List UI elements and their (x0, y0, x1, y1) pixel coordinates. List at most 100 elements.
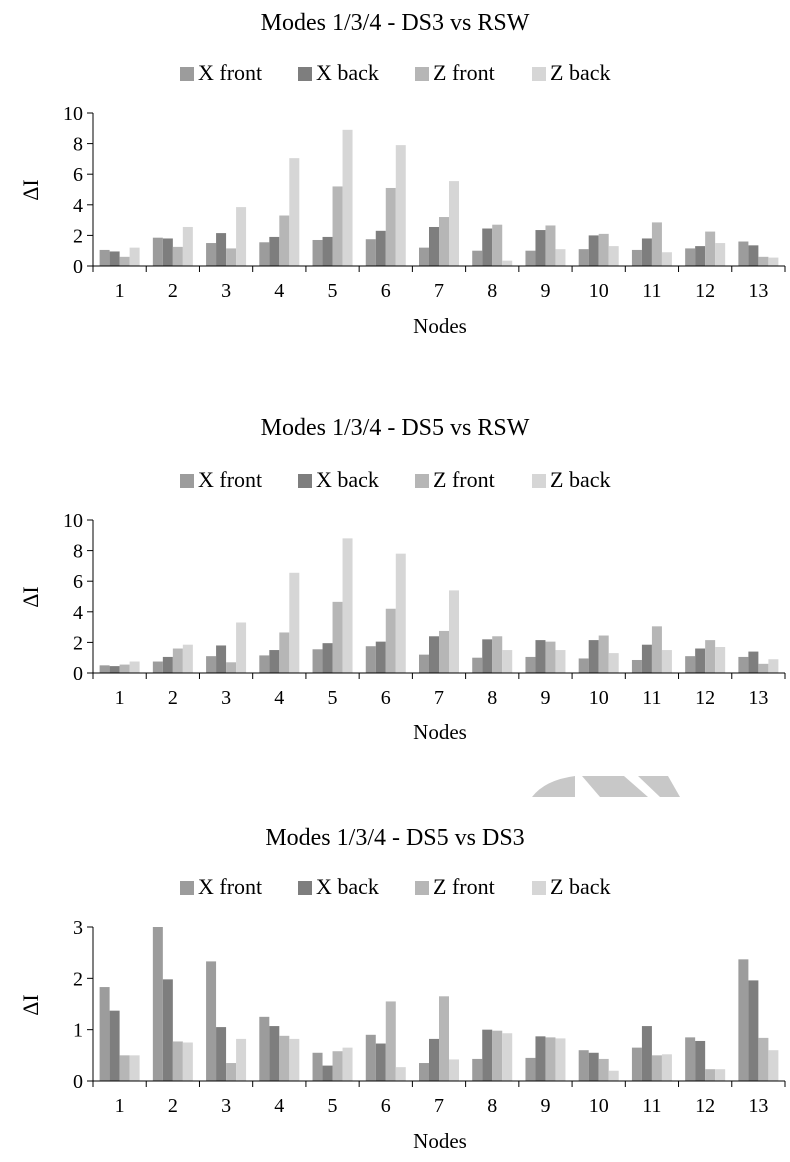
legend-swatch-3 (415, 881, 429, 895)
bar-x-back-node-8 (482, 228, 493, 266)
bar-x-back-node-3 (216, 233, 227, 266)
x-tick-label: 3 (221, 1095, 231, 1117)
bar-x-front-node-8 (472, 1058, 483, 1081)
x-tick-label: 6 (381, 687, 391, 709)
x-tick-label: 11 (642, 280, 661, 302)
bar-z-front-node-10 (598, 233, 609, 266)
legend-swatch-4 (532, 881, 546, 895)
bar-z-back-node-7 (449, 590, 459, 673)
bar-x-back-node-12 (695, 246, 706, 266)
bar-z-back-node-11 (661, 252, 672, 266)
bar-x-front-node-8 (472, 657, 483, 673)
x-tick-label: 3 (221, 280, 231, 302)
bar-x-back-node-11 (641, 644, 652, 673)
bar-x-front-node-4 (259, 655, 270, 673)
legend-label-4: Z back (550, 60, 610, 85)
bar-x-front-node-3 (206, 243, 217, 266)
bar-z-front-node-8 (492, 224, 503, 266)
bar-x-front-node-13 (738, 959, 749, 1081)
bar-x-front-node-10 (578, 249, 589, 266)
bar-x-back-node-3 (216, 645, 227, 673)
bar-z-back-node-9 (555, 650, 566, 673)
bar-z-front-node-6 (385, 187, 396, 266)
legend-label-3: Z front (433, 467, 495, 492)
bar-x-front-node-4 (259, 242, 270, 266)
bar-x-front-node-7 (419, 654, 429, 673)
bar-x-front-node-11 (631, 249, 642, 266)
chart-2: Modes 1/3/4 - DS5 vs RSW X front X back Z f… (18, 415, 786, 744)
bar-z-back-node-4 (289, 572, 300, 673)
bar-z-front-node-13 (758, 1037, 769, 1081)
bar-x-front-node-1 (99, 665, 110, 673)
bar-x-back-node-3 (216, 1027, 227, 1081)
bar-z-back-node-3 (236, 622, 247, 673)
bar-z-front-node-5 (332, 601, 343, 673)
bar-z-front-node-11 (651, 222, 662, 266)
x-tick-label: 10 (589, 687, 609, 709)
y-tick-label: 2 (73, 968, 83, 990)
bar-z-back-node-11 (661, 1054, 672, 1081)
x-tick-label: 10 (589, 1095, 609, 1117)
bar-z-back-node-12 (715, 646, 726, 673)
y-tick-label: 0 (73, 663, 83, 685)
bar-x-front-node-8 (472, 250, 483, 266)
bar-z-back-node-7 (449, 181, 459, 266)
bar-x-front-node-6 (365, 1034, 376, 1081)
x-tick-label: 12 (695, 687, 715, 709)
bar-x-back-node-12 (695, 648, 706, 673)
bar-x-back-node-7 (429, 1038, 439, 1081)
legend-label-2: X back (316, 874, 379, 899)
bar-x-front-node-10 (578, 658, 589, 673)
bar-z-back-node-5 (342, 129, 353, 266)
bar-z-back-node-10 (608, 1070, 619, 1081)
bar-z-front-node-4 (279, 1035, 290, 1081)
x-tick-label: 2 (168, 1095, 178, 1117)
bar-z-back-node-10 (608, 246, 619, 266)
x-tick-label: 9 (540, 1095, 550, 1117)
bar-x-back-node-6 (375, 1043, 386, 1081)
bar-z-back-node-13 (768, 659, 779, 673)
bar-z-back-node-6 (395, 1067, 406, 1081)
bar-z-front-node-2 (172, 1041, 183, 1081)
y-axis-title: ΔI (18, 586, 43, 607)
bar-z-back-node-1 (129, 1055, 140, 1081)
bar-x-front-node-13 (738, 656, 749, 673)
x-tick-label: 9 (540, 280, 550, 302)
bar-x-back-node-4 (269, 1026, 280, 1081)
bar-z-back-node-6 (395, 145, 406, 266)
watermark-stripe-2 (638, 776, 680, 797)
bar-x-front-node-5 (312, 239, 323, 266)
bar-x-back-node-6 (375, 641, 386, 673)
y-tick-label: 8 (73, 134, 83, 156)
chart-title: Modes 1/3/4 - DS3 vs RSW (261, 10, 530, 36)
bar-z-back-node-13 (768, 257, 779, 266)
legend-swatch-2 (298, 67, 312, 81)
bar-z-back-node-5 (342, 1047, 353, 1081)
legend-label-3: Z front (433, 874, 495, 899)
x-tick-label: 10 (589, 280, 609, 302)
x-tick-label: 11 (642, 1095, 661, 1117)
legend-swatch-1 (180, 474, 194, 488)
bar-x-front-node-5 (312, 1052, 323, 1081)
bar-z-back-node-4 (289, 158, 300, 266)
x-tick-label: 8 (487, 1095, 497, 1117)
bar-x-back-node-9 (535, 1036, 546, 1081)
bar-z-front-node-13 (758, 663, 769, 673)
bar-z-back-node-8 (502, 650, 513, 673)
legend-label-4: Z back (550, 467, 610, 492)
bar-x-front-node-4 (259, 1016, 270, 1081)
bar-z-back-node-2 (182, 226, 193, 266)
bar-z-front-node-1 (119, 1055, 130, 1081)
bar-x-front-node-6 (365, 239, 376, 266)
bar-z-front-node-12 (705, 640, 716, 673)
legend-label-1: X front (198, 874, 262, 899)
bar-x-front-node-1 (99, 249, 110, 266)
legend-label-2: X back (316, 467, 379, 492)
bar-z-front-node-4 (279, 215, 290, 266)
bar-x-back-node-10 (588, 640, 599, 673)
bar-z-front-node-9 (545, 1037, 556, 1081)
bar-x-back-node-13 (748, 980, 759, 1081)
bar-z-back-node-2 (182, 1042, 193, 1081)
x-tick-label: 5 (328, 687, 338, 709)
